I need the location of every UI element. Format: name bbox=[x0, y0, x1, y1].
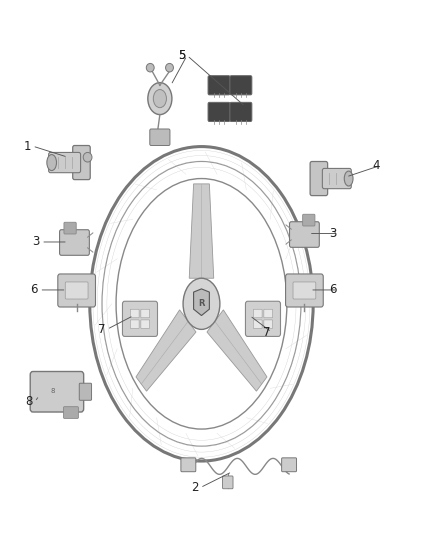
FancyBboxPatch shape bbox=[58, 274, 95, 307]
FancyBboxPatch shape bbox=[64, 222, 76, 234]
Text: 8: 8 bbox=[26, 395, 33, 408]
Text: 6: 6 bbox=[329, 284, 337, 296]
Polygon shape bbox=[194, 289, 209, 316]
Polygon shape bbox=[207, 310, 267, 391]
FancyBboxPatch shape bbox=[141, 320, 150, 328]
Ellipse shape bbox=[47, 155, 57, 171]
Text: 6: 6 bbox=[30, 284, 38, 296]
FancyBboxPatch shape bbox=[293, 282, 316, 299]
FancyBboxPatch shape bbox=[79, 383, 92, 400]
FancyBboxPatch shape bbox=[290, 222, 319, 247]
Text: 4: 4 bbox=[372, 159, 380, 172]
FancyBboxPatch shape bbox=[141, 309, 150, 318]
FancyBboxPatch shape bbox=[65, 282, 88, 299]
Ellipse shape bbox=[344, 171, 353, 186]
FancyBboxPatch shape bbox=[253, 309, 262, 318]
FancyBboxPatch shape bbox=[208, 102, 230, 122]
Polygon shape bbox=[136, 310, 196, 391]
FancyBboxPatch shape bbox=[245, 301, 280, 336]
Text: 2: 2 bbox=[191, 481, 199, 494]
FancyBboxPatch shape bbox=[230, 76, 252, 95]
Text: 3: 3 bbox=[32, 236, 39, 248]
FancyBboxPatch shape bbox=[49, 152, 81, 173]
FancyBboxPatch shape bbox=[264, 309, 272, 318]
Text: 7: 7 bbox=[98, 323, 106, 336]
FancyBboxPatch shape bbox=[208, 76, 230, 95]
FancyBboxPatch shape bbox=[230, 102, 252, 122]
FancyBboxPatch shape bbox=[73, 146, 90, 180]
FancyBboxPatch shape bbox=[310, 161, 328, 196]
Text: R: R bbox=[198, 300, 205, 308]
Text: 5: 5 bbox=[178, 49, 185, 62]
FancyBboxPatch shape bbox=[264, 320, 272, 328]
Ellipse shape bbox=[83, 152, 92, 162]
Ellipse shape bbox=[146, 63, 154, 72]
FancyBboxPatch shape bbox=[282, 458, 297, 472]
FancyBboxPatch shape bbox=[131, 320, 139, 328]
FancyBboxPatch shape bbox=[181, 458, 196, 472]
Ellipse shape bbox=[153, 90, 166, 108]
FancyBboxPatch shape bbox=[131, 309, 139, 318]
FancyBboxPatch shape bbox=[322, 168, 351, 189]
FancyBboxPatch shape bbox=[30, 372, 84, 412]
FancyBboxPatch shape bbox=[64, 407, 78, 418]
FancyBboxPatch shape bbox=[223, 476, 233, 489]
FancyBboxPatch shape bbox=[60, 230, 89, 255]
Text: 3: 3 bbox=[329, 227, 336, 240]
Ellipse shape bbox=[166, 63, 173, 72]
FancyBboxPatch shape bbox=[253, 320, 262, 328]
FancyBboxPatch shape bbox=[286, 274, 323, 307]
Text: 5: 5 bbox=[178, 49, 185, 62]
Ellipse shape bbox=[148, 83, 172, 115]
Polygon shape bbox=[189, 184, 214, 278]
Ellipse shape bbox=[183, 278, 220, 329]
FancyBboxPatch shape bbox=[123, 301, 158, 336]
FancyBboxPatch shape bbox=[303, 214, 315, 226]
Text: 1: 1 bbox=[23, 140, 31, 152]
Text: 8: 8 bbox=[50, 387, 55, 394]
FancyBboxPatch shape bbox=[150, 129, 170, 146]
Text: 7: 7 bbox=[262, 326, 270, 338]
